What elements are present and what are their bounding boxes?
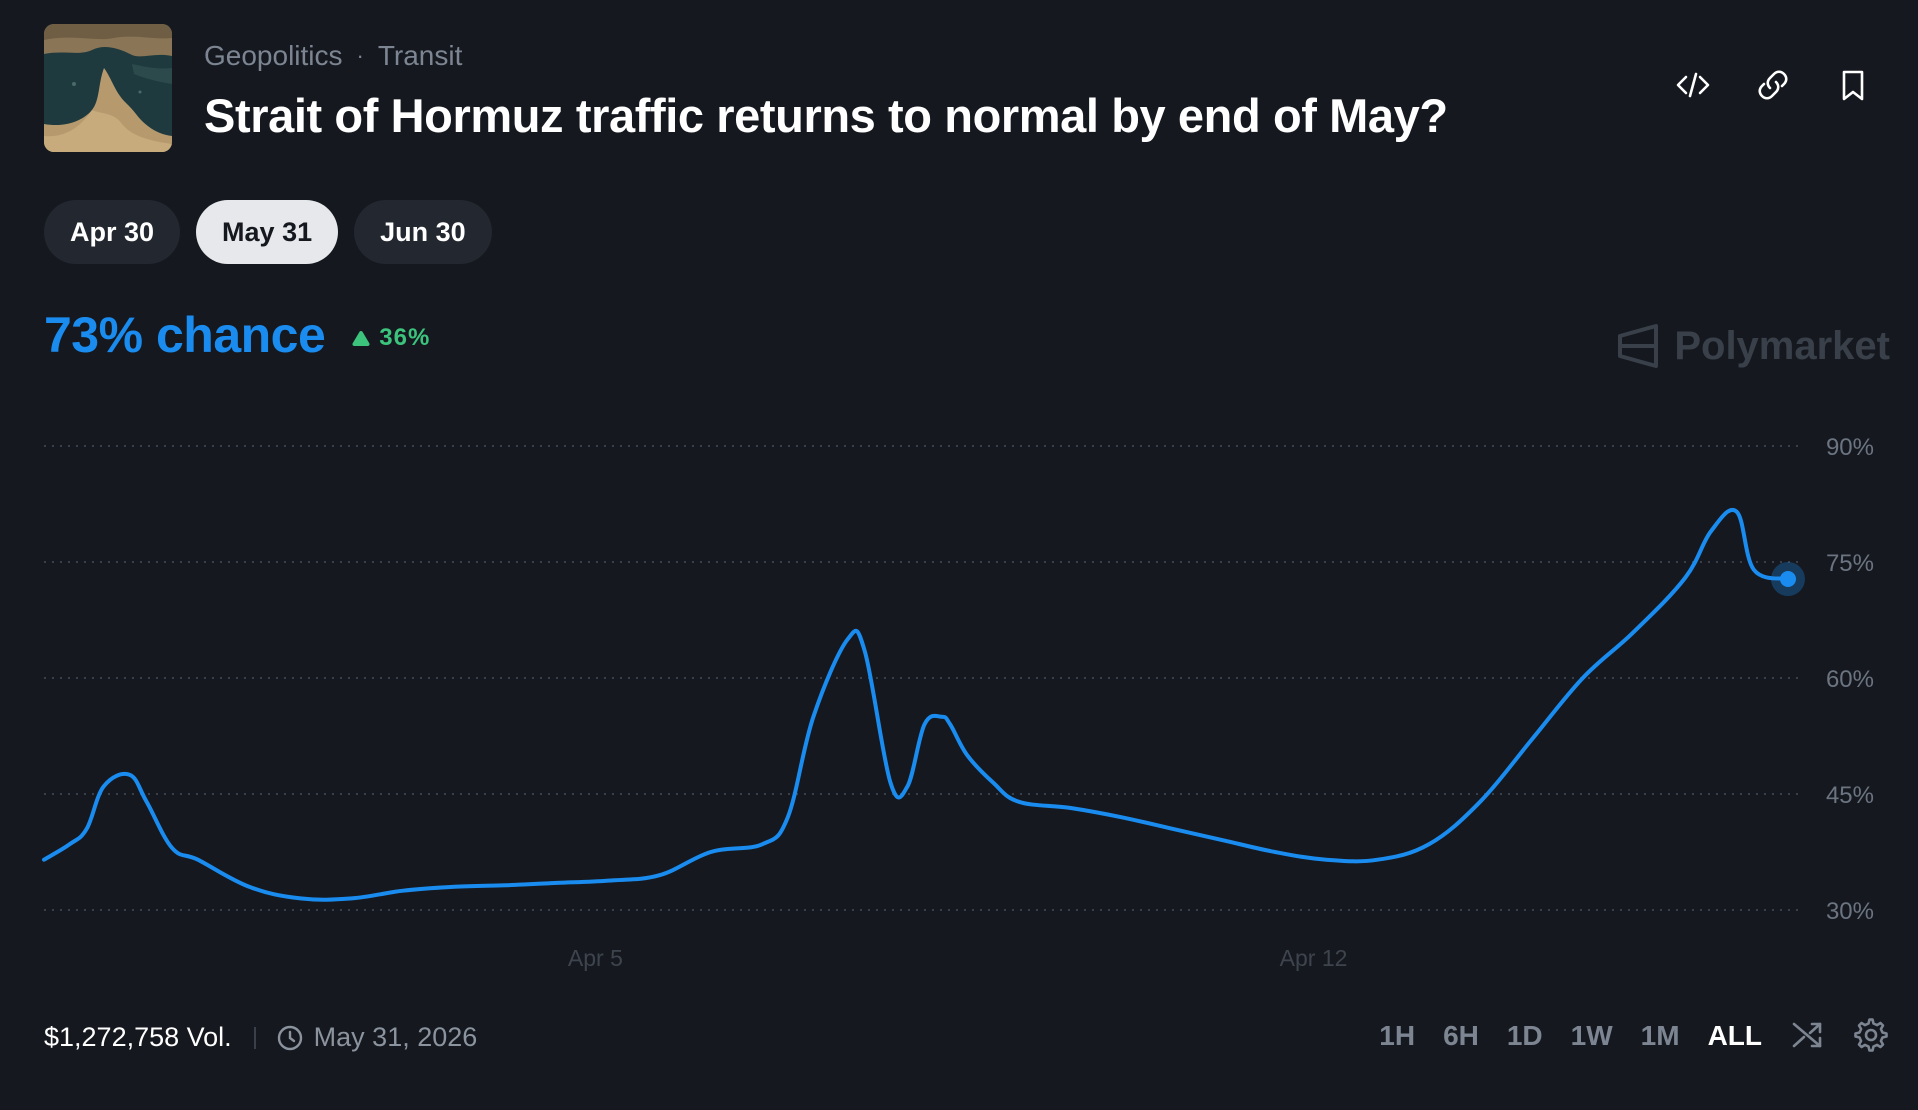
price-chart[interactable]: 90% 75% 60% 45% 30% Apr 5 Apr 12 — [0, 420, 1918, 980]
breadcrumb: Geopolitics · Transit — [204, 40, 462, 72]
link-icon — [1758, 70, 1788, 100]
range-1w[interactable]: 1W — [1570, 1020, 1613, 1051]
market-meta: $1,272,758 Vol. May 31, 2026 — [44, 1022, 477, 1053]
shuffle-button[interactable] — [1790, 1018, 1826, 1054]
y-tick-label: 30% — [1826, 898, 1874, 925]
range-all[interactable]: ALL — [1707, 1020, 1762, 1051]
bookmark-icon — [1842, 70, 1864, 101]
shuffle-icon — [1792, 1022, 1822, 1048]
date-tab-jun-30[interactable]: Jun 30 — [354, 200, 492, 264]
triangle-up-icon — [352, 331, 370, 346]
outcome-date-tabs: Apr 30 May 31 Jun 30 — [44, 200, 492, 264]
watermark-text: Polymarket — [1674, 323, 1890, 368]
breadcrumb-transit[interactable]: Transit — [377, 40, 463, 71]
meta-divider — [253, 1026, 256, 1049]
time-range-controls: 1H 6H 1D 1W 1M ALL — [1379, 1018, 1890, 1054]
x-tick-label: Apr 12 — [1280, 945, 1348, 971]
range-1h[interactable]: 1H — [1379, 1020, 1416, 1051]
end-date: May 31, 2026 — [276, 1022, 478, 1053]
settings-gear-icon — [1854, 1018, 1888, 1052]
polymarket-watermark: Polymarket — [1616, 322, 1890, 370]
breadcrumb-separator: · — [356, 43, 364, 68]
y-tick-label: 90% — [1826, 434, 1874, 461]
chart-canvas: 90% 75% 60% 45% 30% Apr 5 Apr 12 — [42, 434, 1874, 971]
range-1m[interactable]: 1M — [1640, 1020, 1680, 1051]
clock-icon — [277, 1025, 302, 1050]
end-date-text: May 31, 2026 — [313, 1022, 478, 1052]
chance-value: 73% chance — [44, 307, 326, 363]
header-actions — [1672, 64, 1874, 106]
volume: $1,272,758 Vol. — [44, 1022, 232, 1052]
change-badge: 36% — [351, 324, 430, 352]
x-tick-label: Apr 5 — [568, 945, 623, 971]
copy-link-button[interactable] — [1752, 64, 1794, 106]
date-tab-may-31[interactable]: May 31 — [196, 200, 339, 264]
date-tab-apr-30[interactable]: Apr 30 — [44, 200, 181, 264]
range-1d[interactable]: 1D — [1506, 1020, 1543, 1051]
embed-code-icon — [1676, 72, 1710, 98]
bookmark-button[interactable] — [1832, 64, 1874, 106]
embed-button[interactable] — [1672, 64, 1714, 106]
chart-settings-button[interactable] — [1854, 1018, 1890, 1054]
breadcrumb-geopolitics[interactable]: Geopolitics — [204, 40, 343, 71]
polymarket-logo-icon — [1618, 324, 1659, 368]
market-title: Strait of Hormuz traffic returns to norm… — [204, 89, 1448, 142]
y-tick-label: 60% — [1826, 666, 1874, 693]
y-tick-label: 45% — [1826, 782, 1874, 809]
market-thumbnail — [44, 24, 172, 152]
y-tick-label: 75% — [1826, 550, 1874, 577]
change-value: 36% — [379, 324, 431, 351]
current-point — [1780, 571, 1796, 588]
range-6h[interactable]: 6H — [1443, 1020, 1479, 1051]
probability-summary: 73% chance 36% — [44, 306, 430, 364]
series-line — [42, 508, 1790, 902]
